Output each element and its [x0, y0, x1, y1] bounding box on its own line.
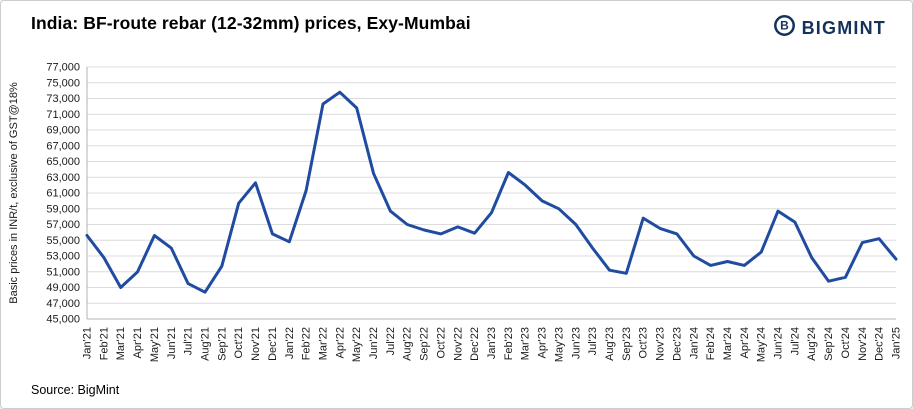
svg-text:75,000: 75,000: [46, 77, 80, 89]
svg-text:Feb'22: Feb'22: [301, 327, 313, 360]
svg-text:Apr'21: Apr'21: [132, 327, 144, 358]
page-title: India: BF-route rebar (12-32mm) prices, …: [31, 13, 471, 33]
svg-text:Apr'23: Apr'23: [537, 327, 549, 358]
price-line-series: [85, 90, 898, 294]
svg-text:Jan'22: Jan'22: [284, 327, 296, 359]
svg-text:Jan'24: Jan'24: [688, 327, 700, 359]
bigmint-logo-text: BIGMINT: [801, 17, 886, 38]
svg-text:65,000: 65,000: [46, 156, 80, 168]
svg-text:May'21: May'21: [149, 327, 161, 362]
svg-text:May'23: May'23: [553, 327, 565, 362]
bigmint-logo-icon: B: [773, 14, 796, 42]
svg-text:Jul'21: Jul'21: [183, 327, 195, 355]
svg-text:Aug'22: Aug'22: [402, 327, 414, 361]
svg-text:Oct'23: Oct'23: [638, 327, 650, 358]
svg-text:71,000: 71,000: [46, 109, 80, 121]
svg-text:Jan'21: Jan'21: [82, 327, 94, 359]
svg-text:Oct'21: Oct'21: [233, 327, 245, 358]
y-axis-title: Basic prices in INR/t, exclusive of GST@…: [8, 82, 20, 304]
svg-text:Aug'23: Aug'23: [604, 327, 616, 361]
svg-text:Jan'25: Jan'25: [891, 327, 903, 359]
svg-text:Oct'22: Oct'22: [435, 327, 447, 358]
svg-text:Sep'22: Sep'22: [419, 327, 431, 361]
svg-text:63,000: 63,000: [46, 172, 80, 184]
svg-text:Dec'24: Dec'24: [874, 327, 886, 361]
y-gridlines-and-ticks: 45,000 47,000 49,000 51,000 53,000 55,000 57,0…: [46, 62, 896, 326]
svg-text:47,000: 47,000: [46, 298, 80, 310]
price-line-chart: 45,000 47,000 49,000 51,000 53,000 55,000 57,0…: [8, 62, 903, 363]
bigmint-logo: B BIGMINT: [773, 14, 886, 42]
svg-text:Mar'24: Mar'24: [722, 327, 734, 360]
svg-text:51,000: 51,000: [46, 266, 80, 278]
svg-text:Nov'22: Nov'22: [452, 327, 464, 361]
svg-text:Feb'21: Feb'21: [98, 327, 110, 360]
svg-text:45,000: 45,000: [46, 314, 80, 326]
svg-text:Sep'24: Sep'24: [823, 327, 835, 361]
svg-text:B: B: [780, 19, 789, 33]
svg-text:Dec'21: Dec'21: [267, 327, 279, 361]
svg-text:69,000: 69,000: [46, 125, 80, 137]
svg-text:May'22: May'22: [351, 327, 363, 362]
axes: [86, 67, 896, 320]
svg-text:Jul'22: Jul'22: [385, 327, 397, 355]
source-note: Source: BigMint: [31, 383, 120, 397]
svg-text:61,000: 61,000: [46, 188, 80, 200]
svg-text:49,000: 49,000: [46, 282, 80, 294]
svg-text:Nov'21: Nov'21: [250, 327, 262, 361]
svg-text:59,000: 59,000: [46, 203, 80, 215]
svg-text:Apr'24: Apr'24: [739, 327, 751, 358]
svg-text:Mar'23: Mar'23: [520, 327, 532, 360]
svg-text:Nov'23: Nov'23: [655, 327, 667, 361]
svg-text:Oct'24: Oct'24: [840, 327, 852, 358]
svg-text:Nov'24: Nov'24: [857, 327, 869, 361]
svg-text:Jun'21: Jun'21: [166, 327, 178, 359]
svg-text:55,000: 55,000: [46, 235, 80, 247]
svg-text:Apr'22: Apr'22: [334, 327, 346, 358]
svg-text:Aug'21: Aug'21: [200, 327, 212, 361]
svg-text:Jun'22: Jun'22: [368, 327, 380, 359]
svg-text:Dec'22: Dec'22: [469, 327, 481, 361]
svg-text:May'24: May'24: [756, 327, 768, 362]
svg-text:Sep'21: Sep'21: [216, 327, 228, 361]
line-chart: 45,000 47,000 49,000 51,000 53,000 55,000 57,0…: [1, 53, 912, 380]
svg-text:Jul'24: Jul'24: [789, 327, 801, 355]
svg-text:73,000: 73,000: [46, 93, 80, 105]
chart-header: India: BF-route rebar (12-32mm) prices, …: [1, 1, 912, 53]
svg-text:Feb'23: Feb'23: [503, 327, 515, 360]
svg-text:Aug'24: Aug'24: [806, 327, 818, 361]
svg-text:Jun'23: Jun'23: [570, 327, 582, 359]
svg-text:77,000: 77,000: [46, 62, 80, 74]
svg-text:Jul'23: Jul'23: [587, 327, 599, 355]
svg-text:Dec'23: Dec'23: [671, 327, 683, 361]
svg-text:Mar'22: Mar'22: [318, 327, 330, 360]
svg-text:53,000: 53,000: [46, 251, 80, 263]
svg-text:Jan'23: Jan'23: [486, 327, 498, 359]
x-tick-labels: Jan'21 Feb'21 Mar'21 Apr'21 May'21 Jun'21 Jul'…: [82, 327, 903, 362]
svg-text:Feb'24: Feb'24: [705, 327, 717, 360]
svg-text:67,000: 67,000: [46, 140, 80, 152]
chart-footer: Source: BigMint: [1, 381, 912, 408]
svg-text:57,000: 57,000: [46, 219, 80, 231]
svg-text:Sep'23: Sep'23: [621, 327, 633, 361]
svg-text:Jun'24: Jun'24: [773, 327, 785, 359]
svg-text:Mar'21: Mar'21: [115, 327, 127, 360]
